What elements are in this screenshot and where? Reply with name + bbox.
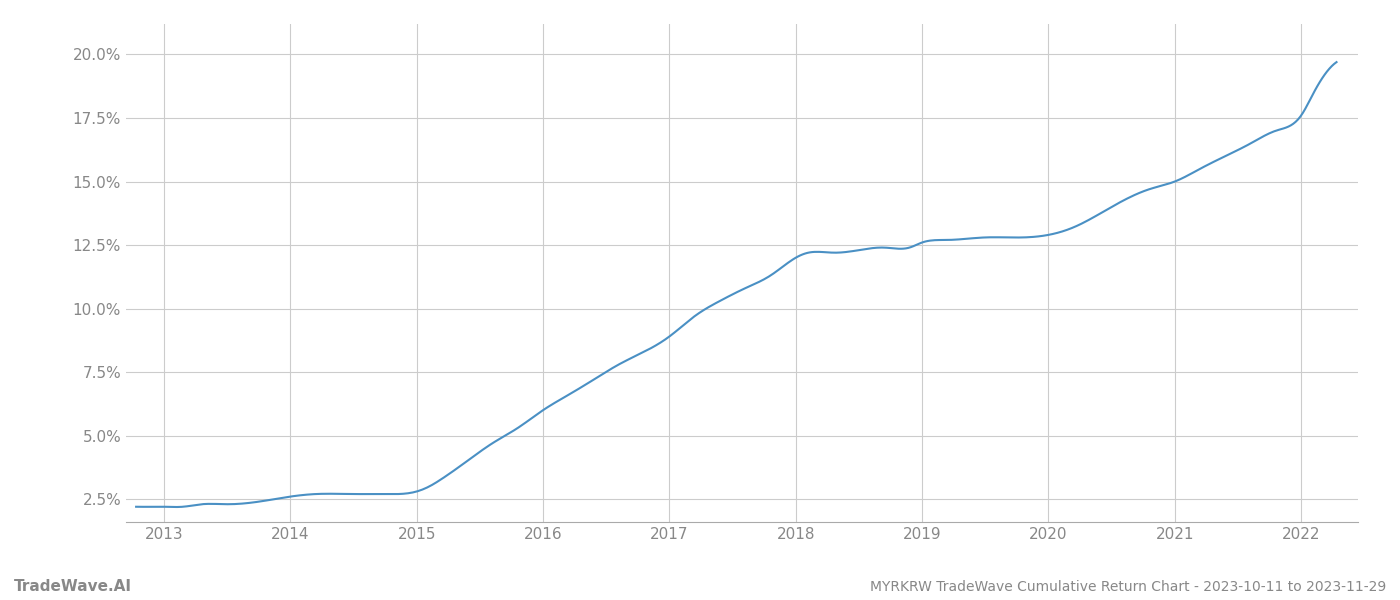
Text: TradeWave.AI: TradeWave.AI <box>14 579 132 594</box>
Text: MYRKRW TradeWave Cumulative Return Chart - 2023-10-11 to 2023-11-29: MYRKRW TradeWave Cumulative Return Chart… <box>869 580 1386 594</box>
